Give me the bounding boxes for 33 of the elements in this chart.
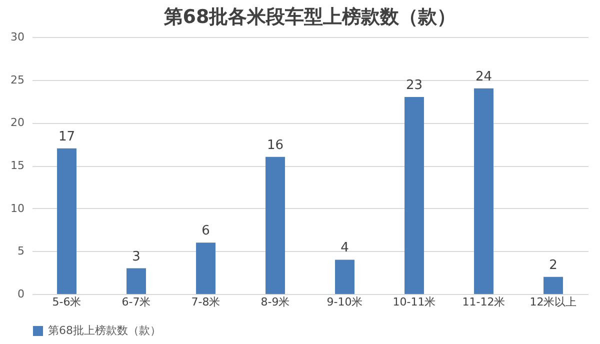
x-tick-label: 5-6米 <box>52 296 82 308</box>
x-tick-label: 6-7米 <box>122 296 151 308</box>
x-tick-label: 8-9米 <box>260 296 290 308</box>
y-tick-label: 30 <box>10 30 24 44</box>
x-tick-label: 11-12米 <box>462 296 506 308</box>
bar <box>544 276 563 294</box>
bar <box>126 268 146 294</box>
bar <box>57 148 76 294</box>
y-tick-label: 0 <box>18 288 24 300</box>
legend-label: 第68批上榜款数（款） <box>48 324 161 337</box>
data-label: 23 <box>406 78 423 93</box>
data-label: 24 <box>475 69 492 84</box>
data-label: 17 <box>58 129 76 144</box>
bar <box>196 242 216 294</box>
bar <box>335 260 354 294</box>
y-tick-label: 25 <box>10 73 24 86</box>
x-tick-label: 10-11米 <box>392 296 436 308</box>
data-label: 3 <box>132 249 140 264</box>
y-tick-label: 20 <box>10 116 24 130</box>
data-label: 2 <box>549 258 558 273</box>
y-tick-label: 10 <box>10 202 24 215</box>
data-label: 16 <box>266 138 284 153</box>
y-tick-label: 15 <box>10 159 24 172</box>
bar <box>266 156 285 294</box>
y-tick-label: 5 <box>18 244 24 258</box>
x-tick-label: 7-8米 <box>191 296 220 308</box>
x-tick-label: 12米以上 <box>530 296 577 308</box>
bar <box>474 88 494 294</box>
bar <box>404 96 424 294</box>
chart-title: 第68批各米段车型上榜款数（款） <box>162 6 456 28</box>
data-label: 6 <box>202 224 210 239</box>
data-label: 4 <box>340 240 349 256</box>
x-tick-label: 9-10米 <box>326 296 363 308</box>
